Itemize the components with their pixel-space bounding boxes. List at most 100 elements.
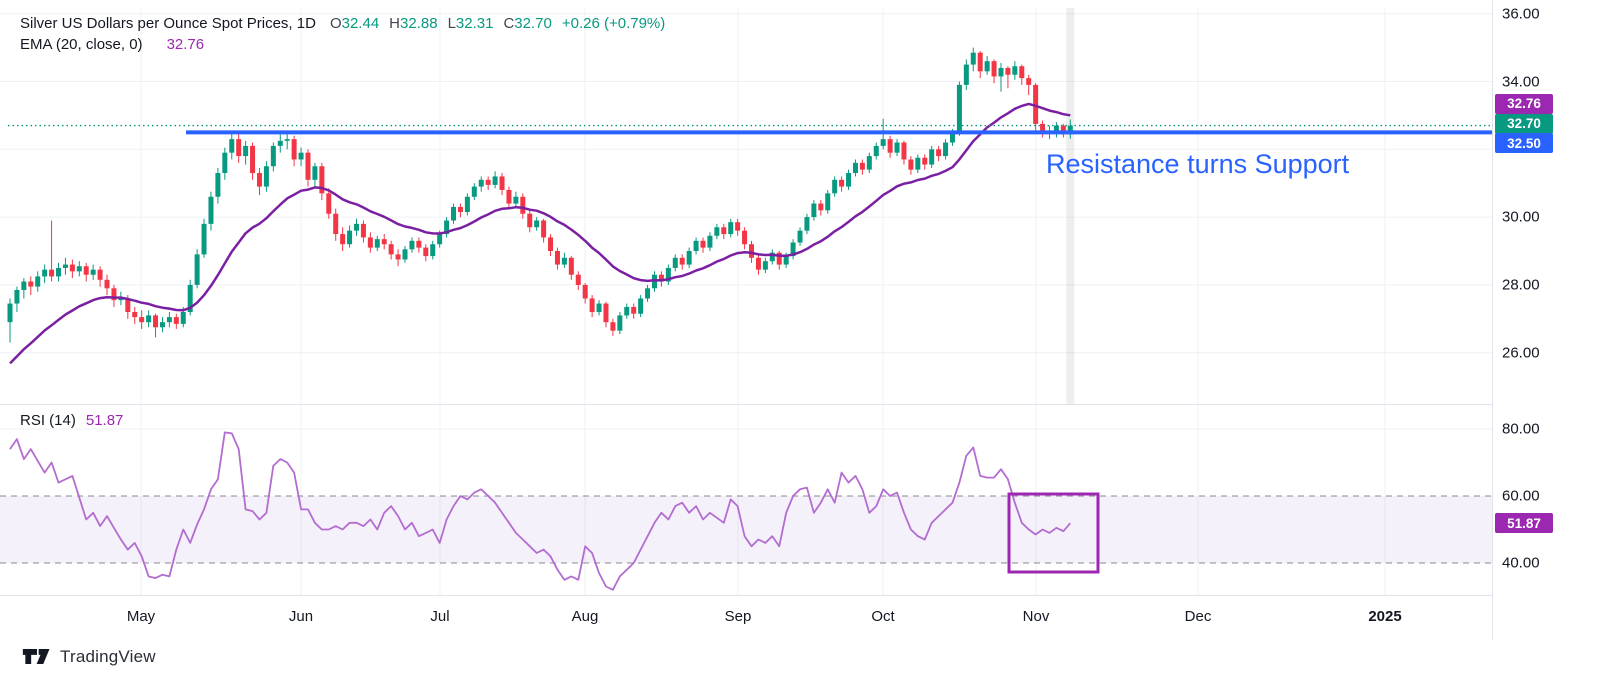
candle-body (347, 230, 353, 245)
candle-body (1053, 125, 1059, 135)
ema-indicator-value: 32.76 (166, 36, 205, 53)
candle-body (1067, 125, 1073, 135)
close-value: 32.70 (514, 15, 552, 32)
candle-body (457, 206, 463, 213)
candle-body (291, 139, 297, 160)
candle-body (561, 257, 567, 265)
candle-body (901, 142, 907, 160)
time-axis-label: Aug (572, 608, 599, 625)
candle-body (693, 240, 699, 251)
time-axis-label: Oct (871, 608, 895, 625)
candle-body (714, 227, 720, 236)
candle-body (340, 234, 346, 245)
price-level-lines[interactable] (8, 124, 1492, 135)
candle-body (811, 203, 817, 218)
candle-body (478, 179, 484, 187)
time-axis[interactable]: May Jun Jul Aug Sep Oct Nov Dec 2025 (127, 608, 1402, 625)
candle-body (7, 303, 13, 323)
chart-plot-area[interactable]: Resistance turns Support May Jun Jul Aug Sep… (0, 0, 1492, 640)
candle-body (929, 149, 935, 165)
rsi-value-badge: 51.87 (1495, 513, 1553, 534)
axis-tick-label: 34.00 (1502, 73, 1540, 90)
candle-body (527, 213, 533, 228)
candle-body (374, 239, 380, 248)
candle-body (326, 193, 332, 214)
candle-body (818, 203, 824, 211)
candle-body (631, 306, 637, 314)
candle-body (1060, 125, 1066, 135)
candle-body (146, 315, 152, 323)
candle-body (513, 196, 519, 204)
candle-body (880, 139, 886, 146)
candle-body (97, 269, 103, 280)
candle-body (970, 52, 976, 65)
candle-body (28, 281, 34, 287)
grid-lines (0, 8, 1492, 596)
rsi-rectangle-drawing[interactable] (1007, 492, 1100, 574)
candle-body (589, 298, 595, 313)
axis-tick-label: 40.00 (1502, 554, 1540, 572)
rsi-indicator-label[interactable]: RSI (14) (20, 412, 76, 429)
candle-body (645, 288, 651, 299)
candle-body (451, 206, 457, 221)
ema-line[interactable] (9, 102, 1071, 365)
rsi-14-line[interactable] (9, 431, 1071, 591)
candle-body (700, 240, 706, 248)
candle-body (111, 288, 117, 301)
open-label: O (329, 15, 342, 32)
candle-body (534, 220, 540, 228)
candle-body (229, 139, 235, 153)
last-price-badge: 32.70 (1495, 113, 1553, 134)
ema-20-line[interactable] (9, 102, 1071, 365)
candle-body (381, 239, 387, 245)
candle-body (797, 230, 803, 243)
tradingview-branding[interactable]: TradingView (22, 646, 156, 667)
candle-body (166, 317, 172, 323)
candle-body (568, 257, 574, 275)
candle-body (548, 237, 554, 251)
candle-body (665, 267, 671, 282)
candle-body (1005, 67, 1011, 75)
time-axis-label: Dec (1185, 608, 1212, 625)
annotation-resistance-turns-support[interactable]: Resistance turns Support (1046, 149, 1350, 179)
low-label: L (447, 15, 456, 32)
candle-body (707, 235, 713, 248)
candle-body (582, 284, 588, 299)
ema-value-badge: 32.76 (1495, 93, 1553, 114)
candle-body (755, 257, 761, 270)
candle-body (728, 222, 734, 235)
support-line-badge: 32.50 (1495, 133, 1553, 154)
candle-body (991, 61, 997, 77)
candle-body (485, 179, 491, 185)
axis-tick-label: 30.00 (1502, 208, 1540, 226)
candle-body (56, 267, 62, 277)
price-scale-axis[interactable]: 36.00 34.00 30.00 28.00 26.00 80.00 60.00 40.00… (1492, 0, 1600, 640)
candle-body (984, 61, 990, 72)
candle-body (887, 139, 893, 153)
candle-body (575, 274, 581, 285)
low-value: 32.31 (455, 15, 494, 32)
candle-body (104, 279, 110, 289)
candle-body (21, 281, 27, 290)
candlestick-series (7, 47, 1073, 343)
candle-body (243, 145, 249, 157)
axis-tick-label: 26.00 (1502, 344, 1540, 362)
candle-body (638, 298, 644, 314)
axis-tick-label: 36.00 (1502, 5, 1540, 23)
symbol-title[interactable]: Silver US Dollars per Ounce Spot Prices,… (20, 15, 316, 32)
candle-body (173, 317, 179, 324)
candle-body (139, 317, 145, 323)
chart-legend: Silver US Dollars per Ounce Spot Prices,… (20, 14, 665, 55)
candle-body (471, 186, 477, 197)
candle-body (132, 312, 138, 318)
candle-body (658, 274, 664, 282)
candle-body (949, 132, 955, 143)
current-bar-highlight (1066, 8, 1075, 404)
candle-body (416, 240, 422, 248)
candle-body (402, 249, 408, 260)
ema-indicator-label[interactable]: EMA (20, close, 0) (20, 36, 143, 53)
candle-body (83, 266, 89, 275)
candle-body (194, 254, 200, 285)
candle-body (721, 227, 727, 235)
candle-body (277, 140, 283, 146)
